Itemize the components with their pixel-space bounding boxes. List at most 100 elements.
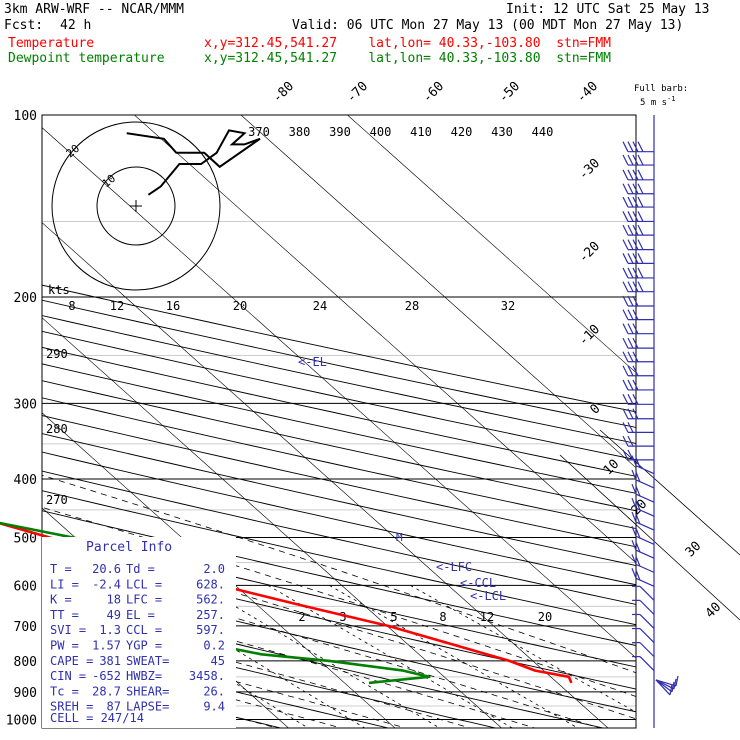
barb-flag xyxy=(627,267,634,279)
dry-adiabat-350 xyxy=(42,115,636,728)
moist-adiabat xyxy=(42,268,636,728)
wind-barb xyxy=(622,183,654,195)
isotherm-0 xyxy=(42,115,396,728)
pressure-label-500: 500 xyxy=(14,532,37,547)
barb-flag xyxy=(632,253,639,264)
barb-legend-speed: 5 m s-1 xyxy=(640,95,676,108)
barb-flag xyxy=(632,295,639,307)
isotherm-label: -60 xyxy=(420,79,447,106)
model-title: 3km ARW-WRF -- NCAR/MMM xyxy=(4,2,185,17)
mixing-ratio-label: 24 xyxy=(313,299,327,313)
barb-flag xyxy=(627,169,634,181)
pressure-label-400: 400 xyxy=(14,473,37,488)
dry-adiabat-340 xyxy=(42,115,636,728)
pressure-label-100: 100 xyxy=(14,109,37,124)
mixing-ratio-label: 2 xyxy=(298,610,305,624)
theta-label: 400 xyxy=(370,125,392,139)
wind-barb xyxy=(622,449,654,461)
barb-flag xyxy=(627,337,634,349)
isotherm-label: 10 xyxy=(601,457,623,479)
mixing-ratio-label: 8 xyxy=(68,299,75,313)
barb-shaft xyxy=(635,577,655,587)
forecast-label: Fcst: xyxy=(4,18,44,33)
mixing-ratio-label: 20 xyxy=(538,610,552,624)
barb-flag xyxy=(622,323,629,334)
wind-barb xyxy=(622,169,654,181)
wind-barb xyxy=(622,154,654,166)
parcel-cell: CELL = 247/14 xyxy=(50,711,144,725)
wind-barb xyxy=(631,554,655,573)
barb-flag xyxy=(637,154,644,166)
barb-flag xyxy=(627,295,634,307)
parcel-label-left: SREH = xyxy=(50,700,93,714)
parcel-value-left: 87 xyxy=(107,700,121,714)
isotherm-label: -30 xyxy=(576,156,603,183)
wind-barb xyxy=(622,239,654,251)
barb-flag xyxy=(632,183,639,195)
wind-barb xyxy=(622,309,654,321)
temperature-legend-label: Temperature xyxy=(8,36,95,51)
low-barb-flag xyxy=(671,681,675,693)
mixing-ratio-line-5 xyxy=(199,585,448,728)
barb-flag xyxy=(632,154,639,166)
barb-flag xyxy=(637,141,644,152)
low-barb-flag xyxy=(669,684,673,696)
barb-flag xyxy=(632,323,639,334)
parcel-label-right: LCL = xyxy=(126,577,162,591)
barb-shaft xyxy=(639,656,655,672)
wind-barb xyxy=(632,613,655,629)
theta-label: 370 xyxy=(248,125,270,139)
barb-flag xyxy=(632,141,639,152)
parcel-label-right: SHEAR= xyxy=(126,684,169,698)
parcel-label-left: TT = xyxy=(50,608,79,622)
barb-shaft xyxy=(635,521,655,531)
barb-shaft xyxy=(635,465,655,475)
barb-flag xyxy=(631,526,637,537)
barb-flag xyxy=(627,239,634,250)
lfc-marker: <-LFC xyxy=(436,560,472,574)
barb-flag xyxy=(635,570,641,581)
m-marker: M xyxy=(396,531,403,544)
barb-flag xyxy=(622,211,629,222)
parcel-value-right: 2.0 xyxy=(203,562,225,576)
parcel-value-left: 1.57 xyxy=(92,639,121,653)
isotherm-40 xyxy=(134,115,636,728)
barb-flag xyxy=(622,281,629,292)
mixing-ratio-label: 20 xyxy=(233,299,247,313)
isotherm-60 xyxy=(347,115,636,728)
dry-adiabat-330 xyxy=(42,115,636,728)
parcel-value-right: 45 xyxy=(211,654,225,668)
parcel-value-right: 0.2 xyxy=(203,639,225,653)
barb-flag xyxy=(622,394,629,405)
barb-shaft xyxy=(635,563,655,573)
parcel-label-left: CAPE = xyxy=(50,654,93,668)
parcel-label-right: YGP = xyxy=(126,639,162,653)
barb-flag xyxy=(627,309,634,320)
barb-flag xyxy=(627,379,634,391)
wind-barb xyxy=(622,281,654,293)
wind-barb xyxy=(622,422,654,433)
barb-flag xyxy=(637,267,644,279)
parcel-value-left: 28.7 xyxy=(92,684,121,698)
wind-barb xyxy=(622,394,654,405)
dry-adiabat-label: 270 xyxy=(46,493,68,507)
isotherm-label: -50 xyxy=(496,79,523,106)
barb-shaft xyxy=(639,614,655,629)
isotherm-label: -40 xyxy=(574,79,601,106)
theta-label: 390 xyxy=(329,125,351,139)
barb-flag xyxy=(632,281,639,292)
barb-flag xyxy=(627,408,634,419)
barb-flag xyxy=(637,211,644,222)
mixing-ratio-label: 32 xyxy=(501,299,515,313)
low-barb xyxy=(655,679,671,696)
parcel-label-left: T = xyxy=(50,562,72,576)
parcel-value-right: 597. xyxy=(196,623,225,637)
barb-flag xyxy=(622,183,629,195)
barb-flag xyxy=(622,267,629,279)
barb-flag xyxy=(622,351,629,363)
barb-flag xyxy=(622,224,629,236)
barb-shaft xyxy=(635,549,655,559)
barb-legend-title: Full barb: xyxy=(634,84,689,94)
